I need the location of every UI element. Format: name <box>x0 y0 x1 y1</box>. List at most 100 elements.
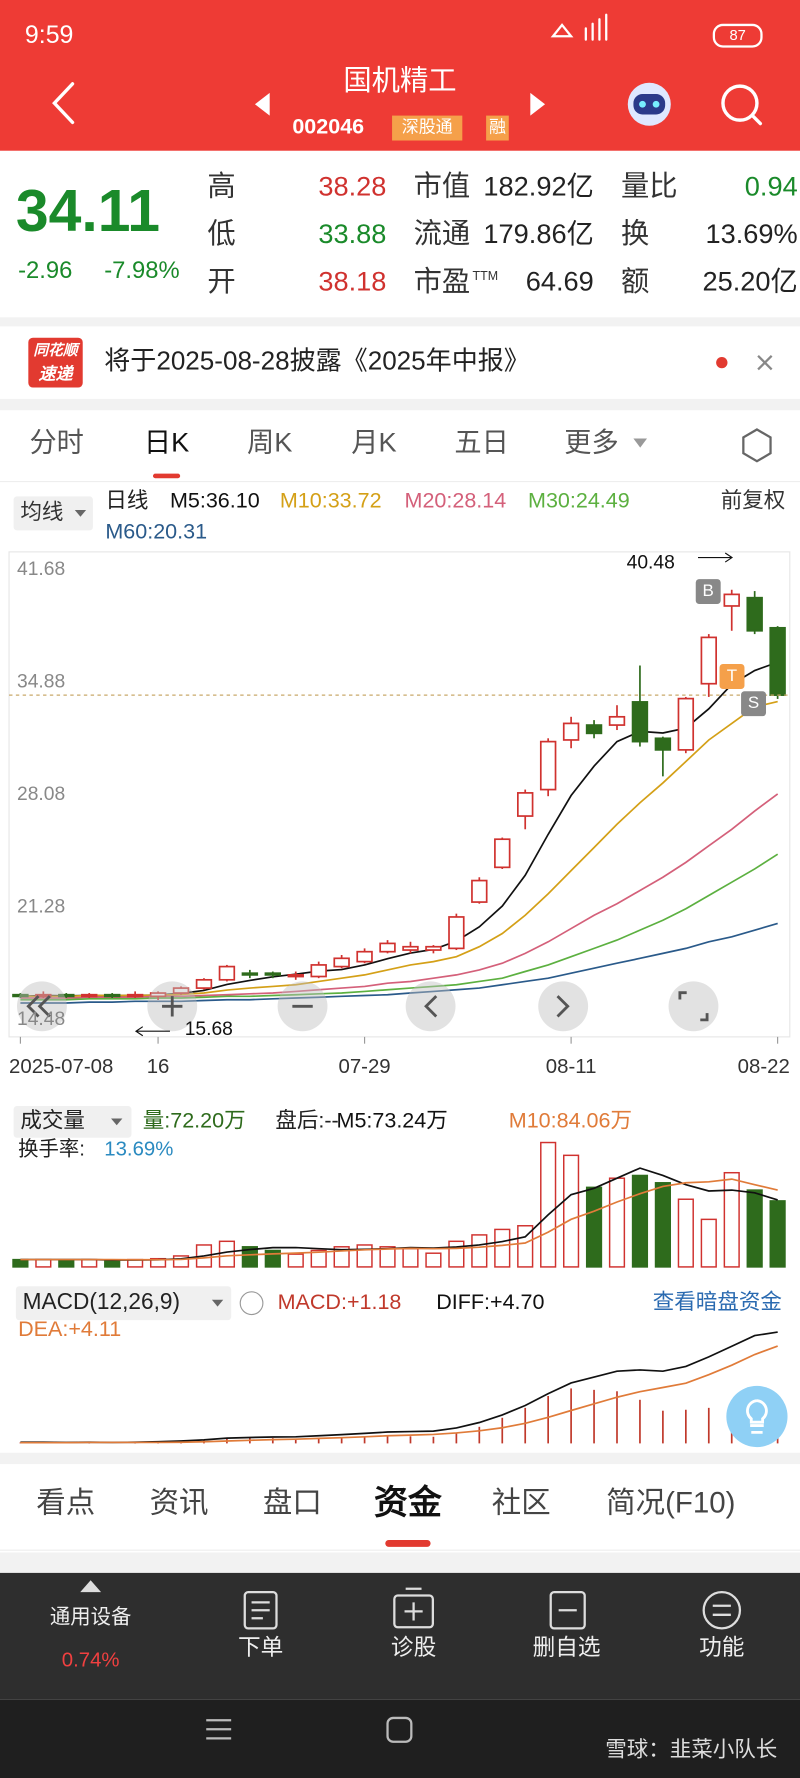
high-arrow <box>698 552 734 563</box>
help-icon[interactable] <box>239 1291 264 1316</box>
candle-body <box>379 942 396 953</box>
adjust-mode[interactable]: 前复权 <box>721 489 786 513</box>
volume-bar <box>563 1154 580 1268</box>
price-change-pct: -7.98% <box>104 257 179 284</box>
content-tab[interactable]: 社区 <box>492 1487 551 1520</box>
stat-label: 低 <box>207 218 235 250</box>
tips-button[interactable] <box>726 1385 788 1448</box>
candle-body <box>539 740 557 791</box>
stat-value: 179.86亿 <box>483 218 593 249</box>
macd-line-legend: DIFF:+4.70 <box>436 1290 544 1314</box>
settings-button[interactable] <box>742 428 772 463</box>
period-tab[interactable]: 日K <box>144 426 189 457</box>
macd-selector[interactable]: MACD(12,26,9) <box>23 1288 180 1314</box>
search-button[interactable] <box>721 84 759 122</box>
stat-value: 33.88 <box>318 218 386 249</box>
signal-box <box>719 664 745 689</box>
dropdown-arrow <box>74 509 87 517</box>
toolbar-action[interactable]: 功能 <box>699 1634 744 1660</box>
volume-bar <box>654 1182 671 1268</box>
candle-body <box>241 972 259 976</box>
ma-selector[interactable]: 均线 <box>20 500 63 524</box>
tag-box <box>392 115 463 141</box>
macd-line-legend: DEA:+4.11 <box>18 1317 121 1341</box>
stat-label: 市值 <box>414 171 471 203</box>
volume-bar <box>104 1259 121 1268</box>
watermark: 雪球：韭菜小队长 <box>605 1737 777 1761</box>
candle-body <box>356 950 373 963</box>
nav-forward[interactable] <box>538 981 589 1032</box>
hidden-fund-link[interactable]: 查看暗盘资金 <box>653 1290 782 1314</box>
candle-body <box>494 838 511 869</box>
volume-bar <box>81 1258 98 1268</box>
dropdown-arrow <box>633 438 648 448</box>
candle-body <box>195 978 213 989</box>
content-tab[interactable]: 资金 <box>374 1483 443 1522</box>
nav-fast-back[interactable] <box>16 981 67 1032</box>
turnover-value: 13.69% <box>104 1139 173 1161</box>
macd-selector-box[interactable] <box>15 1286 232 1321</box>
volume-bar <box>608 1177 626 1268</box>
tag: 融 <box>489 118 506 137</box>
x-tick-label: 16 <box>147 1056 170 1078</box>
content-tab[interactable]: 资讯 <box>150 1487 209 1520</box>
content-tab[interactable]: 看点 <box>36 1487 95 1520</box>
notice-text: 将于2025-08-28披露《2025年中报》 <box>104 346 530 376</box>
content-tab[interactable]: 简况(F10) <box>606 1487 735 1520</box>
dropdown-arrow <box>211 1299 224 1307</box>
volume-bar <box>540 1141 557 1268</box>
candle-body <box>585 724 603 735</box>
notice-badge-text: 速递 <box>39 365 75 384</box>
volume-bar <box>379 1246 396 1268</box>
ma-selector-box[interactable] <box>13 496 93 531</box>
signal-box <box>741 691 767 717</box>
x-tick-label: 08-11 <box>546 1056 597 1078</box>
divider <box>0 317 800 327</box>
back-button[interactable] <box>52 82 75 125</box>
chart-layer <box>9 589 790 1444</box>
sector-name[interactable]: 通用设备 <box>50 1606 132 1629</box>
candle-body <box>218 965 236 981</box>
candle-body <box>172 987 190 994</box>
volume-selector-box[interactable] <box>13 1106 132 1138</box>
volume-bar <box>287 1253 304 1268</box>
system-nav-bar <box>0 1699 800 1778</box>
toolbar-action[interactable]: 删自选 <box>533 1634 601 1660</box>
toolbar-action[interactable]: 诊股 <box>391 1634 436 1660</box>
period-tab[interactable]: 分时 <box>29 426 83 457</box>
candle-body <box>264 972 282 976</box>
price-panel <box>8 551 791 1038</box>
stat-label: 高 <box>207 171 235 203</box>
header-icons <box>52 13 763 126</box>
period-tab[interactable]: 周K <box>247 426 292 457</box>
notice-badge <box>28 337 83 388</box>
volume-bar <box>585 1186 603 1268</box>
close-notice[interactable] <box>757 355 773 371</box>
period-tab[interactable]: 更多 <box>564 426 618 457</box>
volume-selector[interactable]: 成交量 <box>20 1109 85 1133</box>
y-tick-label: 28.08 <box>17 784 65 805</box>
stock-code: 002046 <box>292 115 364 139</box>
stat-value: 38.18 <box>318 265 386 296</box>
content-tab[interactable]: 盘口 <box>263 1487 322 1520</box>
period-tab[interactable]: 五日 <box>454 426 508 457</box>
volume-bar <box>448 1240 465 1268</box>
volume-ma-legend: M10:84.06万 <box>509 1109 632 1133</box>
period-tab[interactable]: 月K <box>351 426 396 457</box>
signal-label: S <box>748 693 759 712</box>
signal-label: B <box>703 581 714 600</box>
status-icons <box>550 13 608 41</box>
volume-bar <box>746 1189 763 1268</box>
assistant-icon[interactable] <box>627 82 671 126</box>
volume-bar <box>700 1218 717 1268</box>
volume-bar <box>12 1258 29 1268</box>
candle-body <box>425 945 442 951</box>
after-hours: 盘后:-- <box>275 1109 338 1133</box>
tag: 深股通 <box>402 118 453 137</box>
line-series <box>20 922 778 1004</box>
nav-back[interactable] <box>405 981 456 1032</box>
candle-body <box>746 596 763 632</box>
fullscreen[interactable] <box>668 981 719 1032</box>
toolbar-action[interactable]: 下单 <box>238 1634 283 1660</box>
candle-body <box>631 701 649 743</box>
